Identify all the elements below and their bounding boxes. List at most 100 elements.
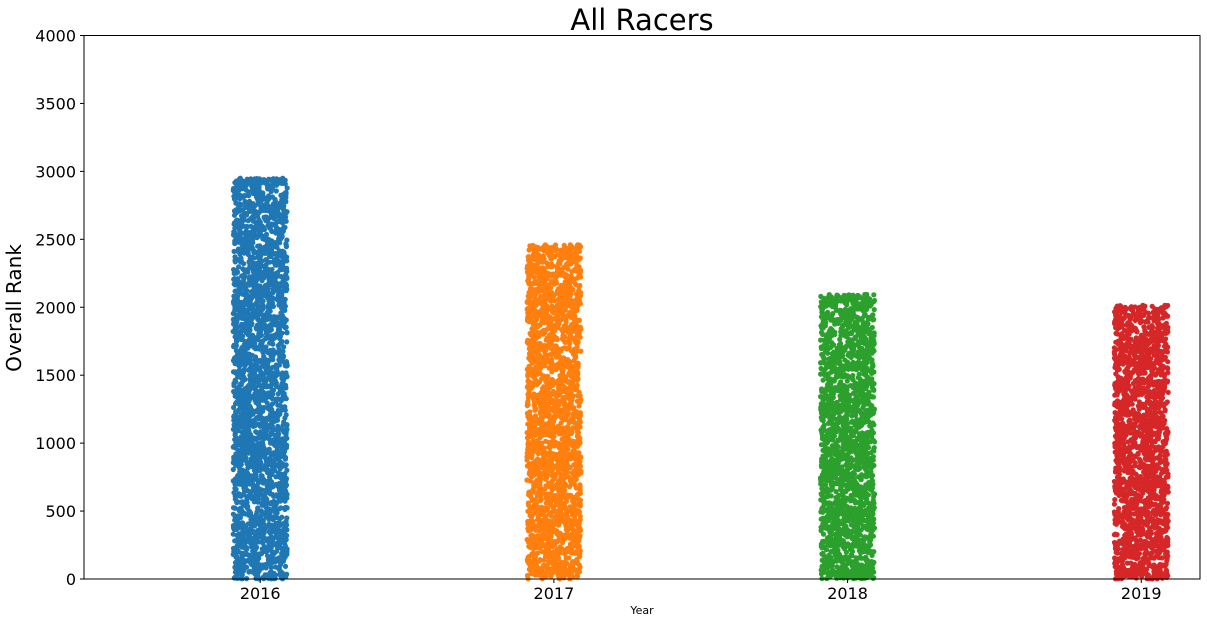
point-2017 bbox=[576, 295, 582, 301]
point-2017 bbox=[537, 361, 543, 367]
point-2016 bbox=[278, 505, 284, 511]
point-2017 bbox=[552, 315, 558, 322]
point-2016 bbox=[238, 499, 245, 505]
point-2017 bbox=[560, 494, 567, 500]
point-2016 bbox=[273, 474, 279, 480]
point-2017 bbox=[556, 319, 562, 325]
point-2017 bbox=[537, 463, 543, 469]
point-2016 bbox=[263, 331, 269, 337]
point-2017 bbox=[546, 460, 552, 466]
point-2016 bbox=[241, 429, 248, 436]
point-2016 bbox=[284, 185, 290, 191]
point-2016 bbox=[277, 385, 283, 391]
point-2016 bbox=[243, 298, 249, 304]
point-2016 bbox=[243, 269, 249, 275]
point-2016 bbox=[280, 376, 287, 382]
point-2016 bbox=[253, 429, 259, 435]
point-2016 bbox=[260, 302, 266, 308]
point-2016 bbox=[243, 330, 249, 336]
point-2017 bbox=[553, 278, 559, 285]
point-2017 bbox=[568, 390, 574, 396]
point-2016 bbox=[250, 240, 256, 246]
point-2016 bbox=[255, 506, 261, 512]
point-2016 bbox=[240, 509, 246, 515]
point-2016 bbox=[283, 385, 289, 391]
point-2016 bbox=[281, 476, 287, 482]
point-2017 bbox=[549, 405, 555, 412]
point-2016 bbox=[263, 462, 269, 468]
point-2016 bbox=[239, 533, 245, 539]
point-2016 bbox=[280, 521, 286, 527]
point-2016 bbox=[263, 217, 269, 223]
point-2016 bbox=[233, 210, 240, 216]
point-2016 bbox=[259, 501, 265, 507]
point-2016 bbox=[255, 234, 261, 240]
point-2017 bbox=[569, 532, 575, 539]
point-2016 bbox=[242, 565, 248, 572]
point-2017 bbox=[557, 550, 563, 556]
point-2016 bbox=[276, 487, 282, 493]
point-2017 bbox=[565, 289, 571, 295]
point-2017 bbox=[574, 556, 580, 563]
point-2016 bbox=[235, 409, 241, 415]
point-2016 bbox=[233, 217, 240, 223]
point-2017 bbox=[576, 328, 582, 334]
point-2017 bbox=[545, 409, 551, 415]
point-2016 bbox=[258, 526, 264, 533]
point-2017 bbox=[574, 573, 580, 579]
point-2017 bbox=[550, 366, 556, 372]
point-2016 bbox=[233, 306, 239, 313]
point-2016 bbox=[263, 572, 269, 578]
point-2017 bbox=[576, 434, 582, 440]
point-2017 bbox=[558, 360, 564, 367]
point-2017 bbox=[559, 346, 565, 352]
point-2017 bbox=[529, 420, 535, 426]
point-2016 bbox=[241, 455, 247, 461]
point-2017 bbox=[529, 450, 535, 456]
point-2016 bbox=[277, 315, 283, 321]
point-2017 bbox=[569, 494, 575, 500]
point-2017 bbox=[525, 500, 532, 506]
point-2016 bbox=[247, 510, 254, 516]
point-2017 bbox=[551, 390, 557, 396]
point-2017 bbox=[540, 432, 546, 438]
point-2017 bbox=[567, 332, 574, 338]
point-2016 bbox=[274, 209, 280, 215]
point-2016 bbox=[261, 226, 268, 233]
point-2016 bbox=[261, 521, 267, 527]
point-2016 bbox=[245, 505, 251, 512]
point-2017 bbox=[565, 410, 571, 416]
point-2016 bbox=[257, 298, 263, 304]
point-2016 bbox=[238, 461, 244, 468]
point-2017 bbox=[562, 307, 569, 313]
chart-title: All Racers bbox=[570, 3, 713, 37]
point-2017 bbox=[564, 528, 570, 534]
point-2017 bbox=[570, 406, 576, 412]
point-2016 bbox=[231, 443, 237, 449]
point-2016 bbox=[234, 328, 240, 334]
point-2017 bbox=[561, 475, 567, 482]
point-2016 bbox=[253, 384, 259, 390]
point-2016 bbox=[260, 389, 266, 395]
point-2017 bbox=[566, 428, 572, 434]
point-2016 bbox=[246, 245, 252, 251]
point-2017 bbox=[571, 278, 577, 284]
point-2016 bbox=[232, 496, 238, 502]
point-2016 bbox=[280, 179, 286, 186]
point-2017 bbox=[554, 308, 560, 315]
point-2016 bbox=[235, 201, 241, 207]
point-2017 bbox=[571, 384, 577, 390]
point-2016 bbox=[265, 309, 271, 315]
point-2016 bbox=[259, 546, 265, 552]
point-2016 bbox=[268, 524, 274, 530]
data-points bbox=[230, 175, 1171, 582]
point-2016 bbox=[262, 360, 268, 366]
point-2017 bbox=[570, 365, 576, 371]
point-2016 bbox=[233, 288, 239, 294]
point-2016 bbox=[276, 539, 282, 545]
point-2017 bbox=[536, 352, 543, 358]
point-2016 bbox=[257, 411, 263, 417]
point-2016 bbox=[263, 490, 269, 496]
point-2016 bbox=[249, 321, 255, 328]
point-2016 bbox=[274, 213, 280, 219]
